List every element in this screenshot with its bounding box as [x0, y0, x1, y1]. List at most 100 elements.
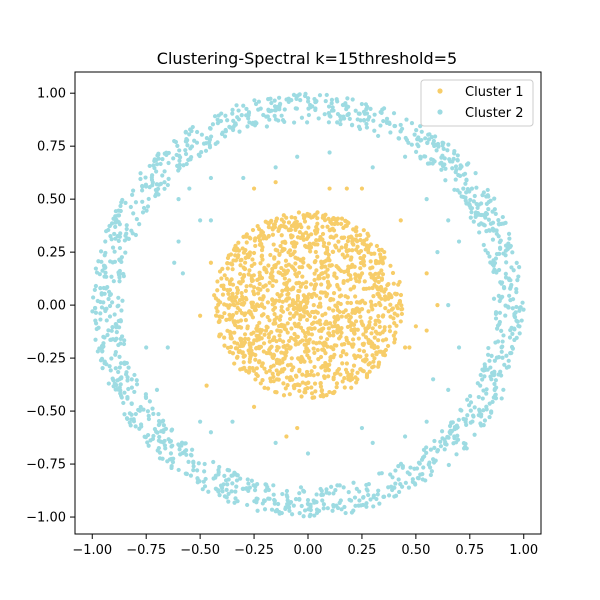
- cluster-1-point: [235, 341, 240, 346]
- cluster-1-point: [284, 215, 289, 220]
- cluster-2-point: [361, 117, 367, 123]
- cluster-2-point: [169, 456, 174, 462]
- cluster-1-point: [272, 256, 277, 261]
- cluster-2-point: [211, 476, 216, 481]
- cluster-1-point: [250, 302, 255, 307]
- cluster-1-point: [227, 329, 233, 334]
- cluster-2-point: [217, 119, 222, 124]
- cluster-2-point: [498, 296, 503, 301]
- cluster-1-point: [390, 270, 396, 276]
- cluster-2-point: [432, 438, 437, 444]
- cluster-2-point: [94, 326, 99, 332]
- cluster-2-point: [123, 200, 128, 205]
- cluster-2-point: [412, 481, 417, 486]
- cluster-1-point: [391, 316, 396, 321]
- cluster-1-point: [270, 269, 275, 274]
- cluster-1-point: [279, 217, 284, 222]
- cluster-2-point: [378, 123, 383, 128]
- cluster-2-point: [482, 374, 487, 379]
- cluster-1-point: [295, 235, 301, 240]
- cluster-1-point: [338, 334, 343, 339]
- cluster-1-point: [312, 395, 317, 400]
- cluster-2-point: [337, 483, 342, 488]
- cluster-2-point: [121, 400, 126, 406]
- cluster-1-point: [353, 319, 359, 324]
- cluster-2-point: [334, 97, 339, 102]
- cluster-2-point: [372, 112, 377, 117]
- cluster-1-point: [254, 371, 259, 377]
- cluster-1-point: [294, 223, 300, 229]
- cluster-2-point: [293, 106, 298, 111]
- cluster-2-point: [161, 423, 166, 428]
- cluster-2-point: [311, 498, 316, 503]
- cluster-2-point: [306, 507, 311, 512]
- cluster-1-point: [306, 380, 311, 385]
- cluster-1-point: [326, 326, 331, 331]
- cluster-2-point: [453, 177, 458, 182]
- cluster-2-point: [245, 124, 250, 129]
- cluster-1-point: [307, 265, 313, 270]
- cluster-1-point: [253, 236, 258, 241]
- cluster-2-point: [509, 265, 514, 270]
- cluster-1-point: [228, 261, 233, 266]
- cluster-1-point: [281, 248, 286, 253]
- cluster-2-point: [241, 175, 246, 181]
- scatter-points-layer: [90, 91, 526, 519]
- cluster-1-point: [339, 342, 345, 347]
- cluster-1-point: [277, 337, 282, 343]
- cluster-1-point: [379, 276, 385, 281]
- cluster-1-point: [204, 383, 209, 388]
- cluster-1-point: [292, 243, 297, 248]
- cluster-1-point: [281, 224, 286, 229]
- cluster-2-point: [338, 121, 343, 127]
- cluster-1-point: [393, 330, 398, 335]
- cluster-1-point: [326, 368, 331, 373]
- cluster-2-point: [359, 425, 365, 431]
- cluster-1-point: [217, 319, 222, 324]
- cluster-2-point: [509, 350, 514, 356]
- cluster-2-point: [481, 190, 486, 195]
- cluster-1-point: [391, 281, 396, 286]
- cluster-1-point: [376, 338, 381, 343]
- cluster-1-point: [371, 294, 376, 299]
- cluster-2-point: [131, 211, 136, 216]
- cluster-1-point: [321, 276, 326, 281]
- cluster-2-point: [154, 169, 159, 174]
- cluster-2-point: [316, 116, 321, 121]
- cluster-2-point: [107, 303, 113, 309]
- cluster-1-point: [345, 239, 351, 244]
- cluster-1-point: [293, 373, 299, 378]
- cluster-1-point: [225, 266, 230, 271]
- cluster-2-point: [101, 341, 106, 346]
- cluster-2-point: [203, 476, 208, 482]
- cluster-1-point: [325, 247, 330, 253]
- cluster-1-point: [380, 272, 386, 277]
- cluster-1-point: [367, 361, 372, 366]
- cluster-2-point: [297, 491, 302, 496]
- cluster-1-point: [319, 261, 324, 266]
- cluster-1-point: [302, 219, 308, 224]
- cluster-2-point: [440, 143, 445, 148]
- cluster-1-point: [334, 381, 340, 386]
- cluster-1-point: [227, 296, 232, 301]
- cluster-2-point: [212, 114, 218, 119]
- cluster-2-point: [184, 137, 189, 142]
- cluster-1-point: [246, 337, 251, 342]
- cluster-2-point: [176, 239, 181, 244]
- cluster-2-point: [510, 306, 515, 311]
- cluster-1-point: [268, 351, 273, 356]
- cluster-2-point: [520, 300, 525, 305]
- cluster-1-point: [369, 344, 374, 349]
- cluster-2-point: [499, 345, 504, 350]
- cluster-2-point: [499, 328, 504, 333]
- cluster-2-point: [381, 494, 386, 499]
- cluster-1-point: [279, 292, 284, 298]
- cluster-2-point: [162, 443, 168, 448]
- cluster-2-point: [484, 229, 489, 234]
- cluster-2-point: [172, 260, 177, 265]
- cluster-2-point: [412, 132, 417, 137]
- cluster-2-point: [157, 450, 163, 455]
- cluster-2-point: [104, 318, 109, 323]
- cluster-2-point: [322, 112, 327, 117]
